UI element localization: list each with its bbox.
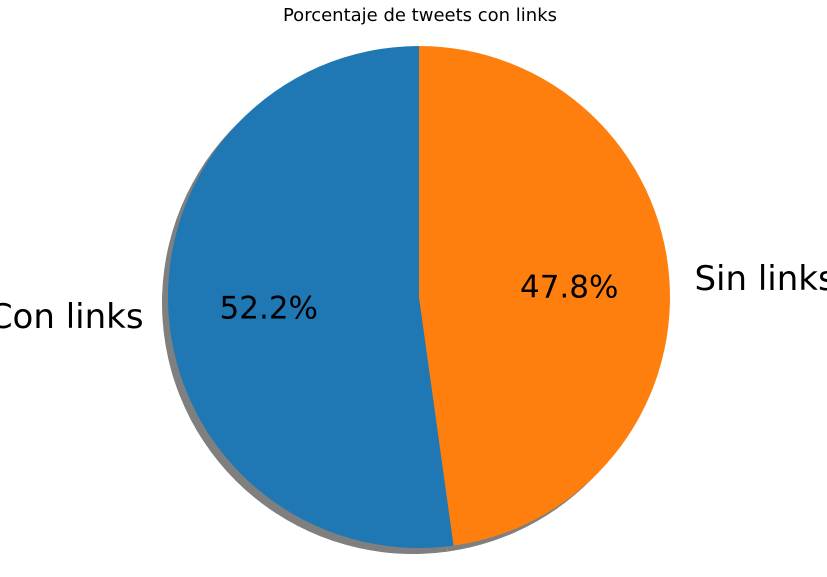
pie-slices — [168, 46, 671, 548]
slice-percent-con-links: 52.2% — [220, 290, 318, 326]
chart-title: Porcentaje de tweets con links — [283, 5, 557, 26]
slice-label-sin-links: Sin links — [694, 259, 827, 299]
pie-slice-con-links — [168, 46, 454, 548]
slice-label-con-links: Con links — [0, 297, 144, 337]
pie-slice-sin-links — [419, 46, 671, 546]
pie-labels: Con links 52.2% Sin links 47.8% — [0, 259, 827, 337]
slice-percent-sin-links: 47.8% — [520, 270, 618, 306]
